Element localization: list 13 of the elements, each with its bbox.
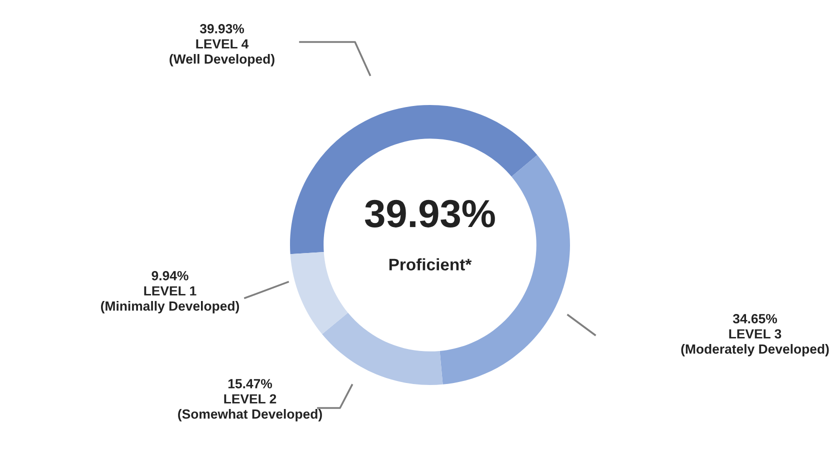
text: Proficient*	[389, 258, 472, 270]
data-label: 34.65%	[732, 314, 778, 324]
slice-label: LEVEL 2 (Somewhat Developed)	[178, 394, 322, 422]
slice-label: LEVEL 3 (Moderately Developed)	[681, 329, 829, 356]
data-label: 39.93%	[200, 24, 244, 34]
data-label: 15.47%	[228, 379, 272, 388]
slice-label: LEVEL 1 (Minimally Developed)	[101, 286, 239, 314]
donut-slice	[322, 312, 443, 385]
text: 39.93%	[364, 200, 495, 228]
data-label: 9.94%	[152, 271, 188, 280]
donut-slice	[290, 105, 538, 254]
donut-slice	[290, 252, 348, 334]
slice-label: LEVEL 4 (Well Developed)	[170, 39, 274, 66]
